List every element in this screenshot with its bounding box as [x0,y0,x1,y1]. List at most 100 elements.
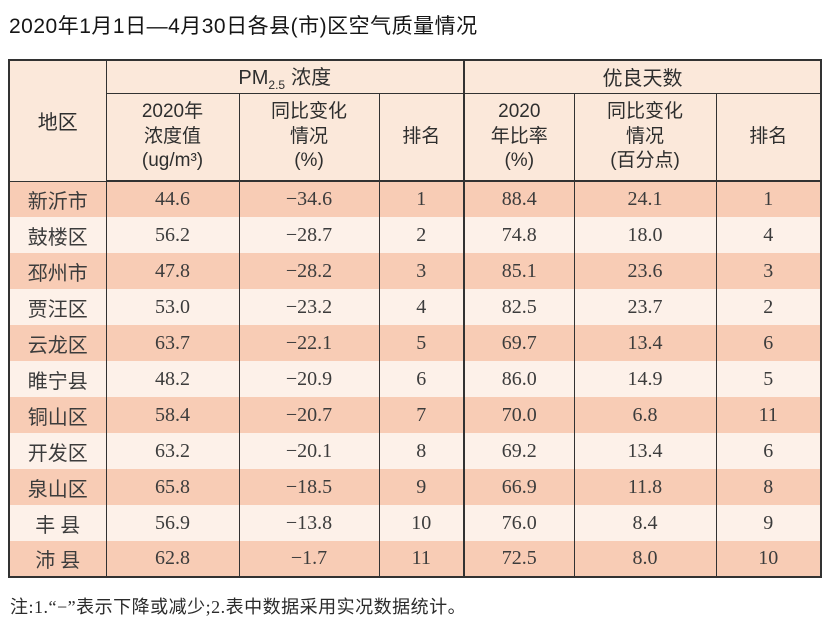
good-change-cell: 14.9 [573,361,717,397]
good-rank-cell: 3 [715,253,822,289]
pm-change-cell: −20.9 [238,361,379,397]
good-rank-cell: 10 [715,541,822,577]
table-row: 铜山区 58.4 −20.7 7 70.0 6.8 11 [9,397,822,433]
pm-value-cell: 56.9 [105,505,239,541]
good-change-cell: 8.4 [573,505,717,541]
table-row: 鼓楼区 56.2 −28.7 2 74.8 18.0 4 [9,217,822,253]
pm-value-cell: 58.4 [105,397,239,433]
pm-rank-cell: 10 [378,505,465,541]
pm-rank-cell: 3 [378,253,465,289]
pm-value-cell: 63.7 [105,325,239,361]
pm-rank-cell: 9 [378,469,465,505]
region-cell: 丰 县 [35,514,81,537]
header-pm-change: 同比变化 情况 (%) [238,93,379,182]
pm-rank-cell: 4 [378,289,465,325]
page-title: 2020年1月1日—4月30日各县(市)区空气质量情况 [9,15,478,38]
pm-value-cell: 56.2 [105,217,239,253]
header-group-row: 地区 PM2.5 浓度 优良天数 [9,60,822,182]
good-rank-cell: 11 [715,397,822,433]
pm-value-cell: 65.8 [105,469,239,505]
good-rate-cell: 70.0 [463,397,575,433]
good-rate-cell: 88.4 [463,181,575,217]
good-change-cell: 23.7 [573,289,717,325]
good-change-cell: 18.0 [573,217,717,253]
pm-change-cell: −22.1 [238,325,379,361]
pm-change-cell: −20.1 [238,433,379,469]
good-rate-cell: 86.0 [463,361,575,397]
region-cell: 开发区 [27,442,88,465]
table-header: 地区 PM2.5 浓度 优良天数 2020年 浓度值 (ug/m³) 同比变化 情… [9,60,822,182]
header-good-change: 同比变化 情况 (百分点) [573,93,717,182]
header-pm-value: 2020年 浓度值 (ug/m³) [105,93,239,182]
pm-change-cell: −1.7 [238,541,379,577]
good-rank-cell: 5 [715,361,822,397]
good-change-cell: 13.4 [573,325,717,361]
table-row: 沛 县 62.8 −1.7 11 72.5 8.0 10 [9,541,822,577]
good-change-cell: 24.1 [573,181,717,217]
pm-rank-cell: 6 [378,361,465,397]
pm-subscript: 2.5 [268,78,286,93]
table-body: 新沂市 44.6 −34.6 1 88.4 24.1 1 鼓楼区 56.2 −2… [9,181,822,577]
region-cell: 睢宁县 [27,370,88,393]
region-cell: 云龙区 [27,334,88,357]
pm-rank-cell: 8 [378,433,465,469]
pm-change-cell: −28.7 [238,217,379,253]
good-rank-cell: 1 [715,181,822,217]
pm-value-cell: 47.8 [105,253,239,289]
pm-change-cell: −13.8 [238,505,379,541]
good-rate-cell: 76.0 [463,505,575,541]
pm-rank-cell: 11 [378,541,465,577]
table-row: 丰 县 56.9 −13.8 10 76.0 8.4 9 [9,505,822,541]
table-row: 新沂市 44.6 −34.6 1 88.4 24.1 1 [9,181,822,217]
good-rank-cell: 4 [715,217,822,253]
good-rate-cell: 74.8 [463,217,575,253]
table-row: 睢宁县 48.2 −20.9 6 86.0 14.9 5 [9,361,822,397]
good-change-cell: 23.6 [573,253,717,289]
pm-label: PM [238,67,269,90]
header-pm-rank: 排名 [378,93,465,182]
good-change-cell: 11.8 [573,469,717,505]
pm-value-cell: 48.2 [105,361,239,397]
good-rate-cell: 69.2 [463,433,575,469]
table-row: 邳州市 47.8 −28.2 3 85.1 23.6 3 [9,253,822,289]
region-cell: 泉山区 [27,478,88,501]
table-row: 泉山区 65.8 −18.5 9 66.9 11.8 8 [9,469,822,505]
pm-rank-cell: 2 [378,217,465,253]
good-change-cell: 8.0 [573,541,717,577]
region-cell: 沛 县 [35,550,81,572]
good-rank-cell: 8 [715,469,822,505]
header-group-pm25: PM2.5 浓度 [105,60,465,94]
pm-value-cell: 62.8 [105,541,239,577]
pm-suffix-label: 浓度 [291,67,332,90]
good-rank-cell: 2 [715,289,822,325]
header-sub-row: 2020年 浓度值 (ug/m³) 同比变化 情况 (%) 排名 2020 年比… [9,93,822,182]
table-row: 开发区 63.2 −20.1 8 69.2 13.4 6 [9,433,822,469]
good-rank-cell: 6 [715,325,822,361]
pm-rank-cell: 5 [378,325,465,361]
good-change-cell: 6.8 [573,397,717,433]
good-rate-cell: 72.5 [463,541,575,577]
table-row: 云龙区 63.7 −22.1 5 69.7 13.4 6 [9,325,822,361]
region-cell: 鼓楼区 [27,226,88,249]
pm-change-cell: −23.2 [238,289,379,325]
region-cell: 贾汪区 [27,298,88,321]
region-cell: 铜山区 [27,406,88,429]
header-good-rate: 2020 年比率 (%) [463,93,575,182]
region-cell: 新沂市 [27,190,88,213]
pm-value-cell: 44.6 [105,181,239,217]
good-rank-cell: 6 [715,433,822,469]
region-cell: 邳州市 [27,262,88,285]
pm-rank-cell: 7 [378,397,465,433]
pm-value-cell: 63.2 [105,433,239,469]
pm-rank-cell: 1 [378,181,465,217]
pm-change-cell: −28.2 [238,253,379,289]
good-rate-cell: 66.9 [463,469,575,505]
footnote: 注:1.“−”表示下降或减少;2.表中数据采用实况数据统计。 [10,597,467,617]
header-good-rank: 排名 [715,93,822,182]
header-region: 地区 [9,60,106,182]
pm-value-cell: 53.0 [105,289,239,325]
good-rank-cell: 9 [715,505,822,541]
air-quality-table: 地区 PM2.5 浓度 优良天数 2020年 浓度值 (ug/m³) 同比变化 情… [8,59,823,578]
pm-change-cell: −18.5 [238,469,379,505]
header-group-good-days: 优良天数 [463,60,822,94]
